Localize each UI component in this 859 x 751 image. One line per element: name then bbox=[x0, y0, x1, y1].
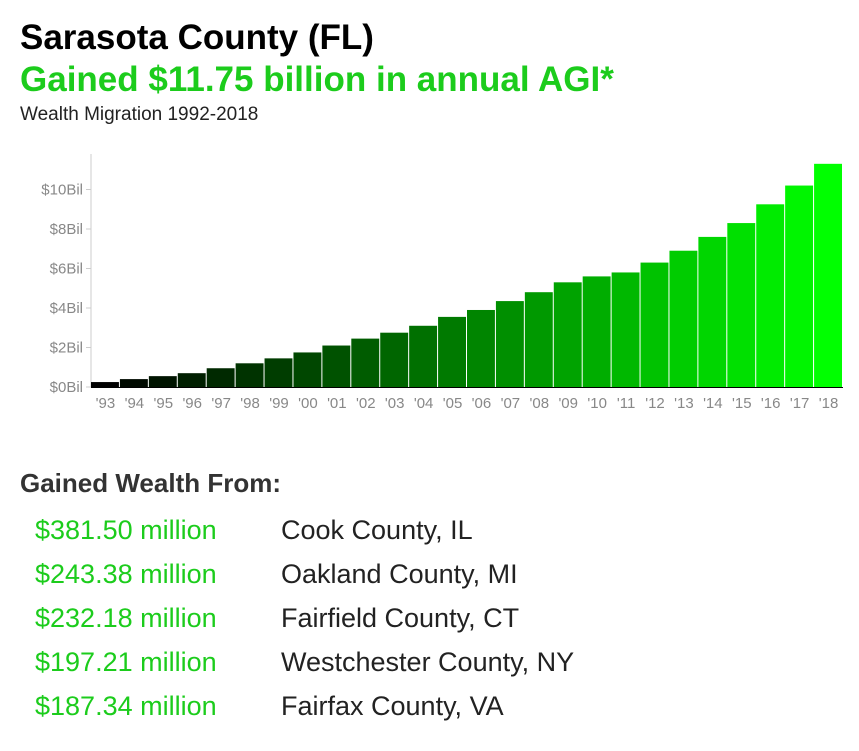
bar-8 bbox=[322, 345, 351, 388]
bar-5 bbox=[235, 363, 264, 387]
bars bbox=[91, 163, 842, 388]
source-row: $381.50 million Cook County, IL bbox=[35, 508, 574, 552]
bar-3 bbox=[177, 373, 206, 387]
source-county: Fairfax County, VA bbox=[281, 690, 504, 721]
source-row: $243.38 million Oakland County, MI bbox=[35, 552, 574, 596]
x-tick-label: '97 bbox=[211, 395, 231, 412]
x-tick-label: '00 bbox=[298, 395, 318, 412]
bar-17 bbox=[582, 276, 611, 387]
page-title: Sarasota County (FL) bbox=[20, 18, 374, 57]
bar-9 bbox=[351, 338, 380, 387]
bar-23 bbox=[756, 204, 785, 387]
x-tick-label: '15 bbox=[732, 395, 752, 412]
bar-18 bbox=[611, 272, 640, 387]
source-row: $197.21 million Westchester County, NY bbox=[35, 640, 574, 684]
source-county: Cook County, IL bbox=[281, 514, 473, 545]
x-tick-label: '13 bbox=[674, 395, 694, 412]
x-tick-label: '10 bbox=[587, 395, 607, 412]
y-tick-label: $6Bil bbox=[50, 261, 83, 278]
x-tick-label: '93 bbox=[96, 395, 116, 412]
sources-heading: Gained Wealth From: bbox=[20, 468, 281, 498]
y-tick-label: $8Bil bbox=[50, 221, 83, 238]
bar-21 bbox=[698, 236, 727, 387]
x-tick-label: '94 bbox=[125, 395, 145, 412]
source-county: Westchester County, NY bbox=[281, 646, 575, 677]
bar-13 bbox=[467, 309, 495, 387]
x-tick-label: '98 bbox=[240, 395, 260, 412]
x-tick-label: '16 bbox=[761, 395, 781, 412]
x-tick-label: '17 bbox=[790, 395, 810, 412]
source-county: Fairfield County, CT bbox=[281, 602, 520, 633]
bar-12 bbox=[438, 316, 466, 387]
bar-15 bbox=[524, 292, 553, 387]
headline-gain: Gained $11.75 billion in annual AGI* bbox=[20, 60, 614, 99]
x-tick-label: '11 bbox=[617, 395, 635, 412]
bar-6 bbox=[264, 358, 293, 387]
source-amount: $197.21 million bbox=[35, 646, 217, 677]
x-tick-label: '95 bbox=[154, 395, 174, 412]
x-axis: '93 '94 '95 '96 '97 '98 '99 '00 '01 '02 '03 '04 '05 '… bbox=[91, 387, 843, 412]
bar-22 bbox=[727, 223, 756, 387]
bar-2 bbox=[148, 376, 177, 387]
y-tick-label: $10Bil bbox=[41, 182, 83, 199]
bar-7 bbox=[293, 352, 322, 387]
x-tick-label: '02 bbox=[356, 395, 376, 412]
y-tick-label: $2Bil bbox=[50, 340, 83, 357]
x-tick-label: '12 bbox=[645, 395, 665, 412]
x-tick-label: '08 bbox=[530, 395, 550, 412]
bar-20 bbox=[669, 250, 698, 387]
bar-1 bbox=[119, 379, 148, 387]
y-axis: $0Bil $2Bil $4Bil $6Bil $8Bil $10Bil bbox=[41, 154, 92, 396]
source-row: $187.34 million Fairfax County, VA bbox=[35, 684, 574, 728]
bar-11 bbox=[409, 325, 438, 388]
y-tick-label: $0Bil bbox=[50, 379, 83, 396]
source-amount: $232.18 million bbox=[35, 602, 217, 633]
bar-4 bbox=[206, 368, 235, 387]
bar-10 bbox=[380, 332, 409, 387]
source-amount: $187.34 million bbox=[35, 690, 217, 721]
wealth-migration-bar-chart: $0Bil$2Bil$4Bil$6Bil$8Bil$10Bil '93'94'9… bbox=[41, 154, 843, 412]
y-tick-label: $4Bil bbox=[50, 300, 83, 317]
x-tick-label: '01 bbox=[327, 395, 347, 412]
bar-24 bbox=[785, 185, 814, 387]
x-tick-label: '14 bbox=[703, 395, 723, 412]
bar-14 bbox=[495, 301, 524, 387]
x-tick-label: '04 bbox=[414, 395, 434, 412]
x-tick-label: '06 bbox=[472, 395, 492, 412]
sources-list: $381.50 million Cook County, IL $243.38 mi… bbox=[35, 508, 574, 728]
x-tick-label: '99 bbox=[269, 395, 289, 412]
source-amount: $381.50 million bbox=[35, 514, 217, 545]
x-tick-label: '96 bbox=[182, 395, 202, 412]
bar-0 bbox=[91, 382, 119, 387]
x-tick-label: '03 bbox=[385, 395, 405, 412]
bar-16 bbox=[553, 282, 582, 387]
x-tick-label: '07 bbox=[501, 395, 521, 412]
bar-19 bbox=[640, 262, 669, 387]
source-county: Oakland County, MI bbox=[281, 558, 518, 589]
x-tick-label: '09 bbox=[558, 395, 578, 412]
chart-caption: Wealth Migration 1992-2018 bbox=[20, 104, 259, 125]
x-tick-label: '05 bbox=[443, 395, 463, 412]
x-tick-label: '18 bbox=[819, 395, 839, 412]
bar-25 bbox=[814, 163, 842, 387]
source-row: $232.18 million Fairfield County, CT bbox=[35, 596, 574, 640]
source-amount: $243.38 million bbox=[35, 558, 217, 589]
